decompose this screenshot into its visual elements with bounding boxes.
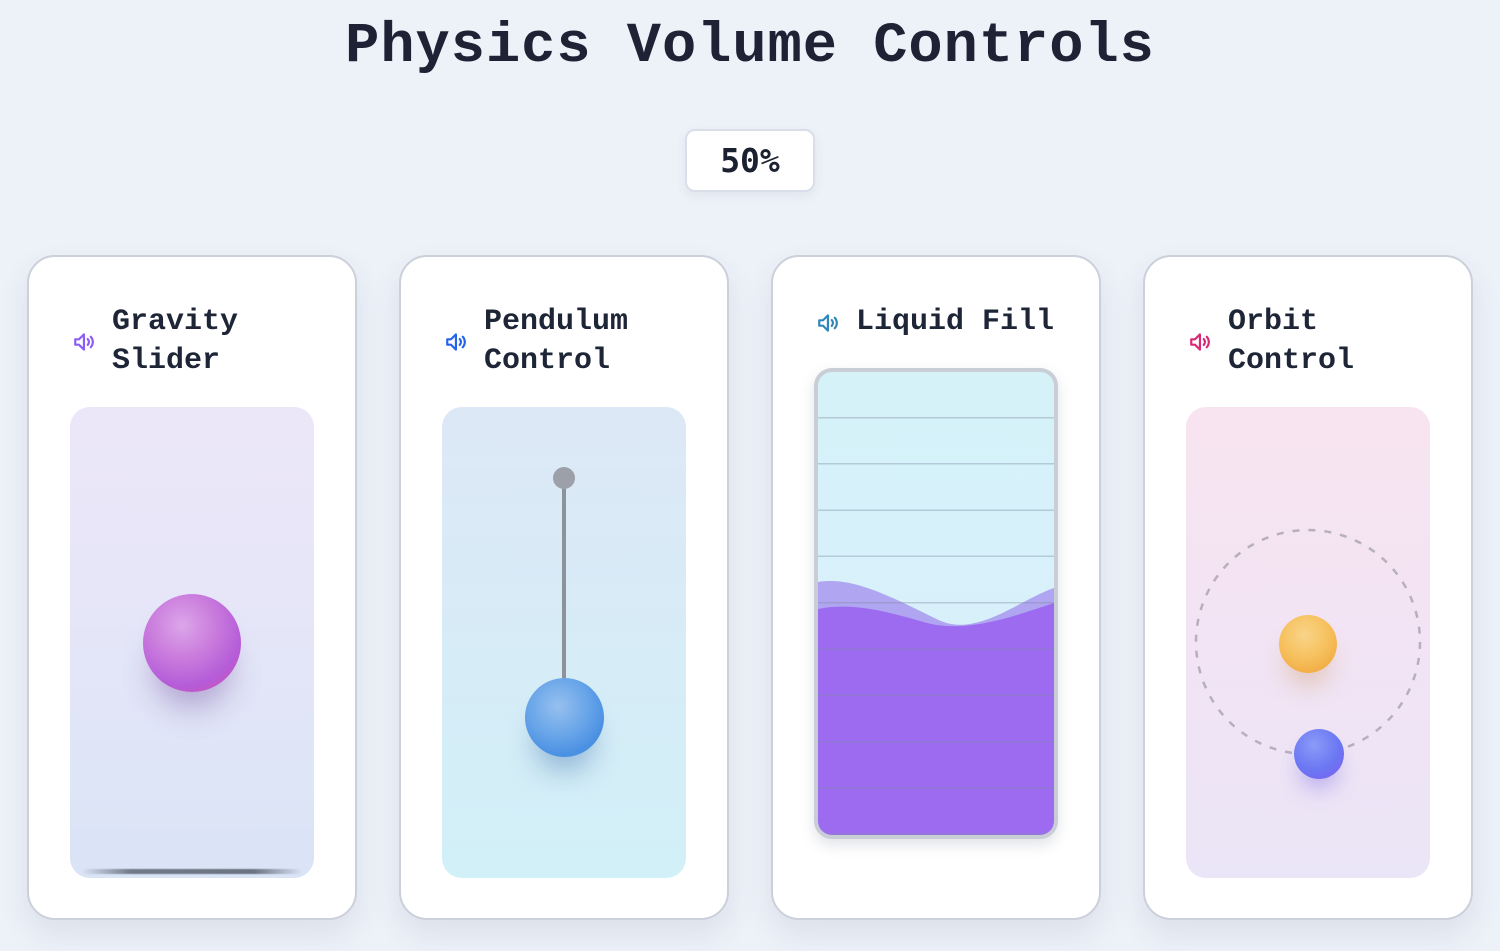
orbit-path: [1194, 528, 1422, 756]
card-liquid-fill: Liquid Fill: [771, 255, 1101, 920]
pendulum-bob[interactable]: [525, 678, 604, 757]
gravity-slider-track[interactable]: [70, 407, 314, 878]
card-title-line: Orbit: [1228, 305, 1319, 339]
orbit-track[interactable]: [1186, 407, 1430, 878]
card-title: Liquid Fill: [856, 303, 1056, 342]
card-header: Orbit Control: [1145, 303, 1471, 381]
card-title-line: Gravity: [112, 305, 239, 339]
card-title-line: Slider: [112, 344, 221, 378]
sun-ball: [1279, 615, 1337, 673]
speaker-volume-icon: [816, 310, 842, 336]
card-title-line: Pendulum: [484, 305, 629, 339]
card-gravity-slider: Gravity Slider: [27, 255, 357, 920]
liquid-container[interactable]: [814, 368, 1058, 839]
planet-ball[interactable]: [1294, 729, 1344, 779]
card-header: Gravity Slider: [29, 303, 355, 381]
card-title-line: Control: [1228, 344, 1355, 378]
speaker-volume-icon: [72, 329, 98, 355]
page-title: Physics Volume Controls: [345, 15, 1155, 79]
volume-value: 50%: [720, 141, 780, 180]
card-title-line: Control: [484, 344, 611, 378]
card-header: Liquid Fill: [773, 303, 1099, 342]
card-header: Pendulum Control: [401, 303, 727, 381]
gravity-ball[interactable]: [143, 594, 241, 692]
card-title-line: Liquid Fill: [856, 305, 1055, 339]
speaker-volume-icon: [444, 329, 470, 355]
volume-display: 50%: [685, 129, 815, 192]
gridlines: [818, 372, 1054, 835]
pendulum-pivot: [553, 467, 575, 489]
ground-line: [82, 869, 302, 874]
speaker-volume-icon: [1188, 329, 1214, 355]
cards-row: Gravity Slider Pendul: [0, 255, 1500, 920]
liquid-front-wave: [818, 603, 1054, 835]
pendulum-rod: [562, 478, 566, 717]
pendulum-track[interactable]: [442, 407, 686, 878]
card-title: Orbit Control: [1228, 303, 1428, 381]
card-orbit-control: Orbit Control: [1143, 255, 1473, 920]
card-pendulum-control: Pendulum Control: [399, 255, 729, 920]
liquid-wave: [818, 580, 1054, 835]
card-title: Pendulum Control: [484, 303, 684, 381]
card-title: Gravity Slider: [112, 303, 312, 381]
